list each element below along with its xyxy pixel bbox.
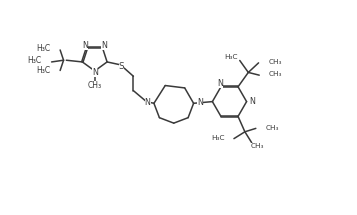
Text: N: N [92, 68, 98, 77]
Text: H₃C: H₃C [225, 54, 238, 60]
Text: H₃C: H₃C [27, 56, 41, 65]
Text: CH₃: CH₃ [268, 59, 282, 65]
Text: CH₃: CH₃ [88, 81, 102, 90]
Text: N: N [82, 40, 88, 49]
Text: N: N [197, 98, 203, 107]
Text: CH₃: CH₃ [269, 71, 282, 77]
Text: CH₃: CH₃ [251, 143, 265, 149]
Text: H₃C: H₃C [36, 66, 50, 75]
Text: N: N [249, 97, 255, 106]
Text: N: N [217, 79, 223, 88]
Text: H₃C: H₃C [211, 135, 224, 141]
Text: CH₃: CH₃ [265, 125, 279, 131]
Text: N: N [101, 40, 107, 49]
Text: S: S [119, 61, 124, 71]
Text: H₃C: H₃C [36, 45, 50, 54]
Text: N: N [145, 98, 151, 107]
